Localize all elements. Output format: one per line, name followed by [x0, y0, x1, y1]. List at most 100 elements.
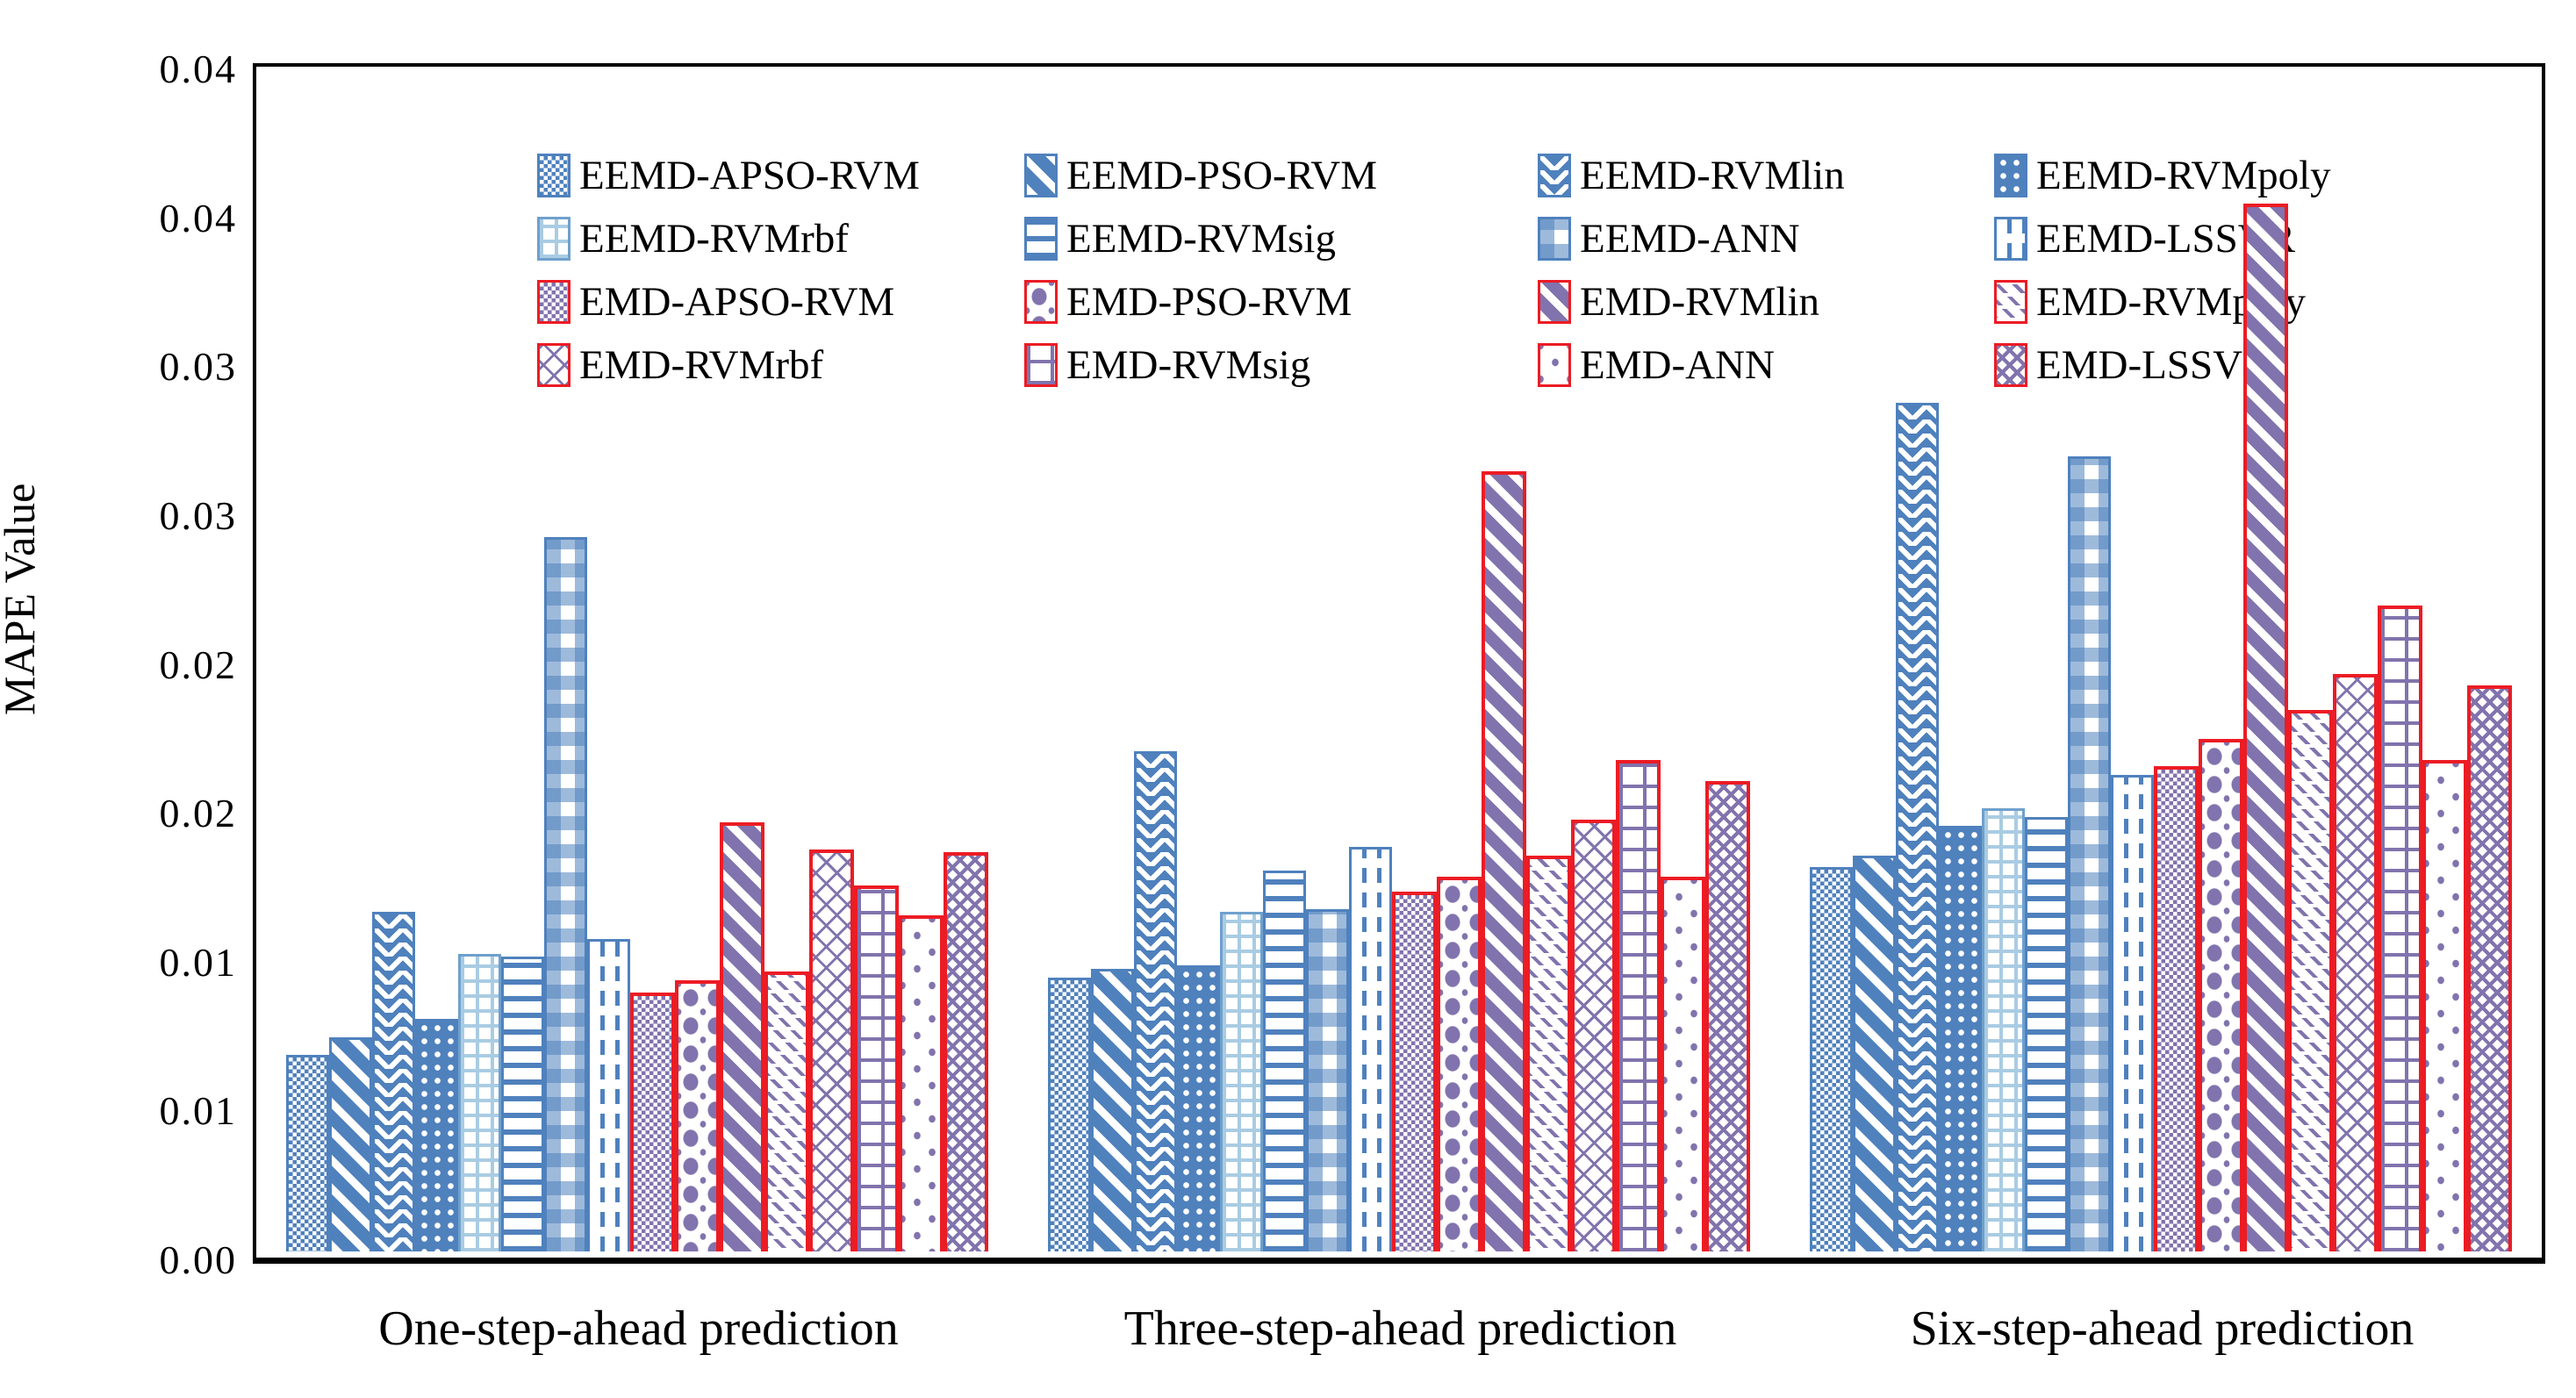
legend-swatch-icon: [1538, 343, 1571, 387]
legend-item-eemd-apso-rvm: EEMD-APSO-RVM: [537, 152, 1024, 199]
legend-item-emd-rvmrbf: EMD-RVMrbf: [537, 341, 1024, 389]
bar-emd-ann: [2422, 760, 2467, 1251]
legend-label: EEMD-RVMsig: [1066, 216, 1336, 262]
bar-emd-pso-rvm: [2199, 739, 2243, 1251]
bar-eemd-ann: [2068, 456, 2111, 1251]
legend-label: EEMD-RVMlin: [1580, 153, 1845, 198]
bar-eemd-rvmpoly: [415, 1019, 458, 1251]
bar-eemd-rvmrbf: [1220, 912, 1263, 1251]
legend-swatch-icon: [1994, 154, 2027, 197]
bar-eemd-lssvr: [1349, 847, 1392, 1251]
x-category-label: One-step-ahead prediction: [378, 1301, 899, 1356]
bar-emd-apso-rvm: [1392, 892, 1437, 1251]
x-category-label: Three-step-ahead prediction: [1123, 1301, 1677, 1356]
bar-emd-rvmrbf: [809, 850, 854, 1251]
bar-eemd-rvmrbf: [458, 954, 501, 1251]
legend-item-eemd-rvmlin: EEMD-RVMlin: [1538, 152, 1994, 199]
bar-emd-apso-rvm: [630, 993, 675, 1251]
legend-item-eemd-lssvr: EEMD-LSSVR: [1994, 215, 2380, 262]
legend-swatch-icon: [1538, 280, 1571, 324]
bar-emd-lssvr: [944, 852, 988, 1251]
y-tick-label: 0.00: [159, 1237, 237, 1282]
bar-eemd-apso-rvm: [1048, 978, 1091, 1251]
legend-swatch-icon: [1024, 217, 1058, 261]
legend-swatch-icon: [1024, 154, 1058, 197]
bar-emd-rvmrbf: [1571, 820, 1616, 1251]
y-tick-label: 0.04: [159, 47, 237, 91]
y-tick-label: 0.01: [159, 1088, 237, 1134]
legend-label: EMD-LSSVR: [2036, 342, 2271, 388]
legend-label: EEMD-APSO-RVM: [579, 153, 920, 198]
legend-label: EMD-RVMsig: [1066, 342, 1311, 388]
bar-eemd-rvmpoly: [1939, 826, 1982, 1251]
bar-eemd-pso-rvm: [1853, 856, 1896, 1251]
legend-item-eemd-pso-rvm: EEMD-PSO-RVM: [1024, 152, 1538, 199]
bar-emd-rvmsig: [2378, 606, 2422, 1251]
legend-label: EMD-RVMrbf: [579, 342, 824, 388]
legend-label: EMD-RVMlin: [1580, 279, 1820, 325]
y-tick-label: 0.03: [159, 344, 237, 390]
bar-emd-pso-rvm: [675, 980, 720, 1251]
legend-swatch-icon: [537, 154, 570, 197]
legend-item-emd-rvmsig: EMD-RVMsig: [1024, 341, 1538, 389]
legend-swatch-icon: [1024, 343, 1058, 387]
legend-swatch-icon: [1994, 280, 2027, 324]
bar-eemd-ann: [1306, 909, 1349, 1251]
legend-item-emd-rvmpoly: EMD-RVMpoly: [1994, 278, 2380, 326]
legend-swatch-icon: [537, 280, 570, 324]
bar-emd-pso-rvm: [1437, 877, 1482, 1251]
legend-swatch-icon: [537, 217, 570, 261]
y-axis-title: MAPE Value: [0, 483, 44, 715]
bar-emd-apso-rvm: [2154, 766, 2199, 1251]
y-tick-label: 0.01: [159, 939, 237, 985]
bar-emd-rvmpoly: [764, 971, 809, 1251]
legend-item-emd-pso-rvm: EMD-PSO-RVM: [1024, 278, 1538, 326]
bar-eemd-apso-rvm: [1810, 867, 1853, 1251]
legend-label: EEMD-RVMrbf: [579, 216, 849, 262]
legend-item-emd-lssvr: EMD-LSSVR: [1994, 341, 2380, 389]
bar-eemd-pso-rvm: [329, 1037, 372, 1251]
legend-label: EMD-PSO-RVM: [1066, 279, 1353, 325]
legend-item-eemd-ann: EEMD-ANN: [1538, 215, 1994, 262]
bar-eemd-rvmsig: [501, 957, 544, 1251]
legend-item-eemd-rvmrbf: EEMD-RVMrbf: [537, 215, 1024, 262]
y-tick-label: 0.02: [159, 791, 237, 836]
bar-eemd-rvmlin: [1896, 403, 1939, 1251]
bar-eemd-apso-rvm: [286, 1055, 329, 1251]
y-tick-label: 0.04: [159, 195, 237, 240]
bar-emd-ann: [1661, 877, 1705, 1251]
bar-emd-lssvr: [2467, 685, 2512, 1251]
bar-eemd-lssvr: [587, 939, 630, 1251]
legend-item-emd-rvmlin: EMD-RVMlin: [1538, 278, 1994, 326]
bar-eemd-rvmlin: [372, 912, 415, 1251]
legend-swatch-icon: [1538, 217, 1571, 261]
bar-emd-rvmlin: [1482, 471, 1526, 1251]
bar-eemd-rvmsig: [2025, 817, 2068, 1251]
bar-eemd-rvmsig: [1263, 871, 1306, 1251]
bar-eemd-rvmpoly: [1177, 965, 1220, 1251]
legend-item-eemd-rvmpoly: EEMD-RVMpoly: [1994, 152, 2380, 199]
bar-emd-rvmlin: [720, 822, 764, 1251]
bar-emd-rvmpoly: [1526, 856, 1571, 1251]
bar-emd-rvmsig: [1616, 760, 1661, 1251]
bar-emd-ann: [899, 915, 944, 1251]
x-category-label: Six-step-ahead prediction: [1910, 1301, 2415, 1356]
legend-swatch-icon: [1994, 217, 2027, 261]
legend-label: EEMD-ANN: [1580, 216, 1800, 262]
legend-label: EEMD-RVMpoly: [2036, 153, 2331, 198]
legend-swatch-icon: [1994, 343, 2027, 387]
bar-emd-rvmsig: [854, 885, 899, 1251]
bar-eemd-pso-rvm: [1091, 969, 1134, 1251]
bar-eemd-lssvr: [2111, 775, 2154, 1251]
legend-swatch-icon: [1024, 280, 1058, 324]
bar-eemd-rvmlin: [1134, 751, 1177, 1251]
plot-area: EEMD-APSO-RVM EEMD-PSO-RVM EEMD-RVMlin EEMD…: [253, 63, 2545, 1264]
bar-emd-rvmlin: [2243, 204, 2288, 1251]
bar-emd-rvmrbf: [2333, 674, 2378, 1251]
bar-emd-lssvr: [1705, 781, 1750, 1251]
bar-eemd-ann: [544, 537, 587, 1251]
bar-emd-rvmpoly: [2288, 710, 2333, 1251]
legend-swatch-icon: [537, 343, 570, 387]
y-tick-label: 0.02: [159, 642, 237, 687]
